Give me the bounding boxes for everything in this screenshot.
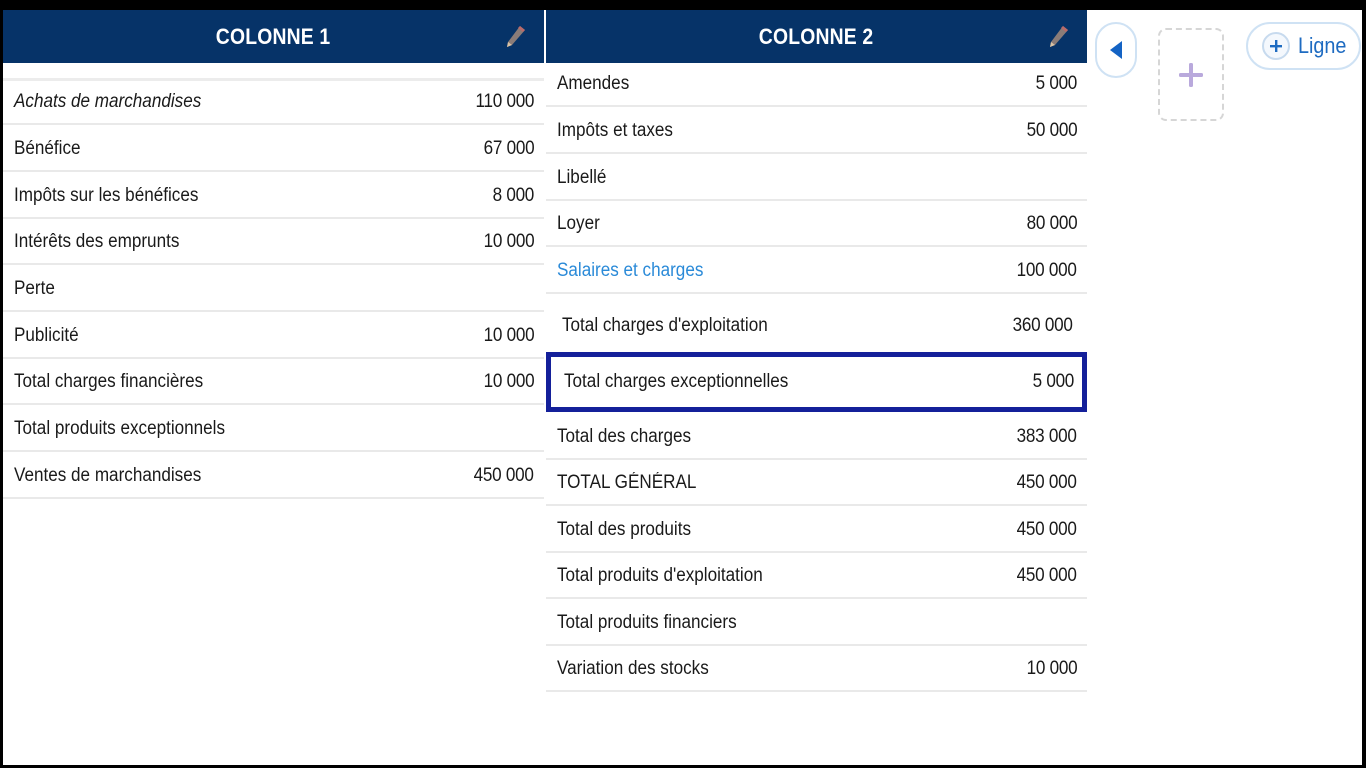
row-salaires-et-charges[interactable]: Salaires et charges 100 000 xyxy=(546,250,1087,294)
row-libelle[interactable]: Libellé xyxy=(546,157,1087,201)
left-triangle-icon xyxy=(1110,41,1122,59)
row-label: Total des produits xyxy=(557,519,692,540)
column-1-header[interactable]: COLONNE 1 xyxy=(3,10,544,63)
row-total-des-produits[interactable]: Total des produits 450 000 xyxy=(546,509,1087,553)
row-label: Publicité xyxy=(14,325,79,346)
row-impots-et-taxes[interactable]: Impôts et taxes 50 000 xyxy=(546,110,1087,154)
row-value: 10 000 xyxy=(483,231,534,252)
row-label: Libellé xyxy=(557,167,607,188)
row-label: Loyer xyxy=(557,213,600,234)
row-total-general[interactable]: TOTAL GÉNÉRAL 450 000 xyxy=(546,462,1087,506)
pencil-icon[interactable] xyxy=(1047,24,1071,50)
add-line-label: Ligne xyxy=(1298,33,1347,58)
row-label: Intérêts des emprunts xyxy=(14,231,180,252)
row-impots-sur-les-benefices[interactable]: Impôts sur les bénéfices 8 000 xyxy=(3,175,544,219)
plus-icon xyxy=(1270,40,1282,52)
workspace: COLONNE 1 Achats de marchandises 110 000… xyxy=(3,10,1362,765)
row-perte[interactable]: Perte xyxy=(3,268,544,312)
row-value: 10 000 xyxy=(1026,658,1077,679)
column-2-header[interactable]: COLONNE 2 xyxy=(546,10,1087,63)
row-value: 5 000 xyxy=(1032,371,1075,392)
row-label: Total produits exceptionnels xyxy=(14,418,226,439)
row-label: Total charges financières xyxy=(14,371,204,392)
plus-circle-icon xyxy=(1262,32,1290,60)
row-label: Total charges exceptionnelles xyxy=(564,371,789,392)
row-total-produits-exceptionnels[interactable]: Total produits exceptionnels xyxy=(3,408,544,452)
row-value: 67 000 xyxy=(483,138,534,159)
row-label: Impôts et taxes xyxy=(557,120,673,141)
row-label: Impôts sur les bénéfices xyxy=(14,185,199,206)
row-value: 450 000 xyxy=(1017,565,1077,586)
row-ventes-de-marchandises[interactable]: Ventes de marchandises 450 000 xyxy=(3,455,544,499)
row-value: 8 000 xyxy=(492,185,535,206)
row-value: 50 000 xyxy=(1026,120,1077,141)
row-total-produits-exploitation[interactable]: Total produits d'exploitation 450 000 xyxy=(546,555,1087,599)
row-label: Perte xyxy=(14,278,55,299)
row-variation-des-stocks[interactable]: Variation des stocks 10 000 xyxy=(546,648,1087,692)
row-label: TOTAL GÉNÉRAL xyxy=(557,472,697,493)
row-value: 450 000 xyxy=(474,465,534,486)
row-label: Total produits d'exploitation xyxy=(557,565,763,586)
row-label: Total charges d'exploitation xyxy=(562,315,768,336)
add-column-button[interactable] xyxy=(1158,28,1224,121)
row-label: Ventes de marchandises xyxy=(14,465,202,486)
row-value: 80 000 xyxy=(1026,213,1077,234)
row-value: 5 000 xyxy=(1035,73,1078,94)
row-publicite[interactable]: Publicité 10 000 xyxy=(3,315,544,359)
row-value: 450 000 xyxy=(1017,519,1077,540)
column-2: COLONNE 2 Amendes 5 000 Impôts et taxes … xyxy=(546,10,1087,692)
row-label: Bénéfice xyxy=(14,138,81,159)
row-total-charges-financieres[interactable]: Total charges financières 10 000 xyxy=(3,361,544,405)
separator xyxy=(3,78,544,81)
row-loyer[interactable]: Loyer 80 000 xyxy=(546,203,1087,247)
row-value: 383 000 xyxy=(1017,426,1077,447)
row-total-charges-exceptionnelles[interactable]: Total charges exceptionnelles 5 000 xyxy=(546,352,1087,412)
row-label: Amendes xyxy=(557,73,630,94)
row-total-produits-financiers[interactable]: Total produits financiers xyxy=(546,602,1087,646)
plus-icon xyxy=(1179,62,1203,87)
row-label: Total produits financiers xyxy=(557,612,737,633)
row-value: 10 000 xyxy=(483,371,534,392)
row-label: Salaires et charges xyxy=(557,260,704,281)
row-value: 100 000 xyxy=(1017,260,1077,281)
row-label: Variation des stocks xyxy=(557,658,709,679)
column-1-title: COLONNE 1 xyxy=(216,23,331,49)
row-value: 10 000 xyxy=(483,325,534,346)
row-value: 110 000 xyxy=(475,91,534,112)
row-label: Total des charges xyxy=(557,426,692,447)
row-amendes[interactable]: Amendes 5 000 xyxy=(546,63,1087,107)
row-value: 360 000 xyxy=(1013,315,1073,336)
pencil-icon[interactable] xyxy=(504,24,528,50)
column-2-title: COLONNE 2 xyxy=(759,23,874,49)
row-total-charges-exploitation[interactable]: Total charges d'exploitation 360 000 xyxy=(546,301,1087,351)
row-label: Achats de marchandises xyxy=(14,91,202,112)
column-1: COLONNE 1 Achats de marchandises 110 000… xyxy=(3,10,544,499)
back-button[interactable] xyxy=(1095,22,1137,78)
row-total-des-charges[interactable]: Total des charges 383 000 xyxy=(546,416,1087,460)
add-line-button[interactable]: Ligne xyxy=(1246,22,1361,70)
row-value: 450 000 xyxy=(1017,472,1077,493)
row-benefice[interactable]: Bénéfice 67 000 xyxy=(3,128,544,172)
row-interets-des-emprunts[interactable]: Intérêts des emprunts 10 000 xyxy=(3,221,544,265)
row-achats-de-marchandises[interactable]: Achats de marchandises 110 000 xyxy=(3,81,544,125)
